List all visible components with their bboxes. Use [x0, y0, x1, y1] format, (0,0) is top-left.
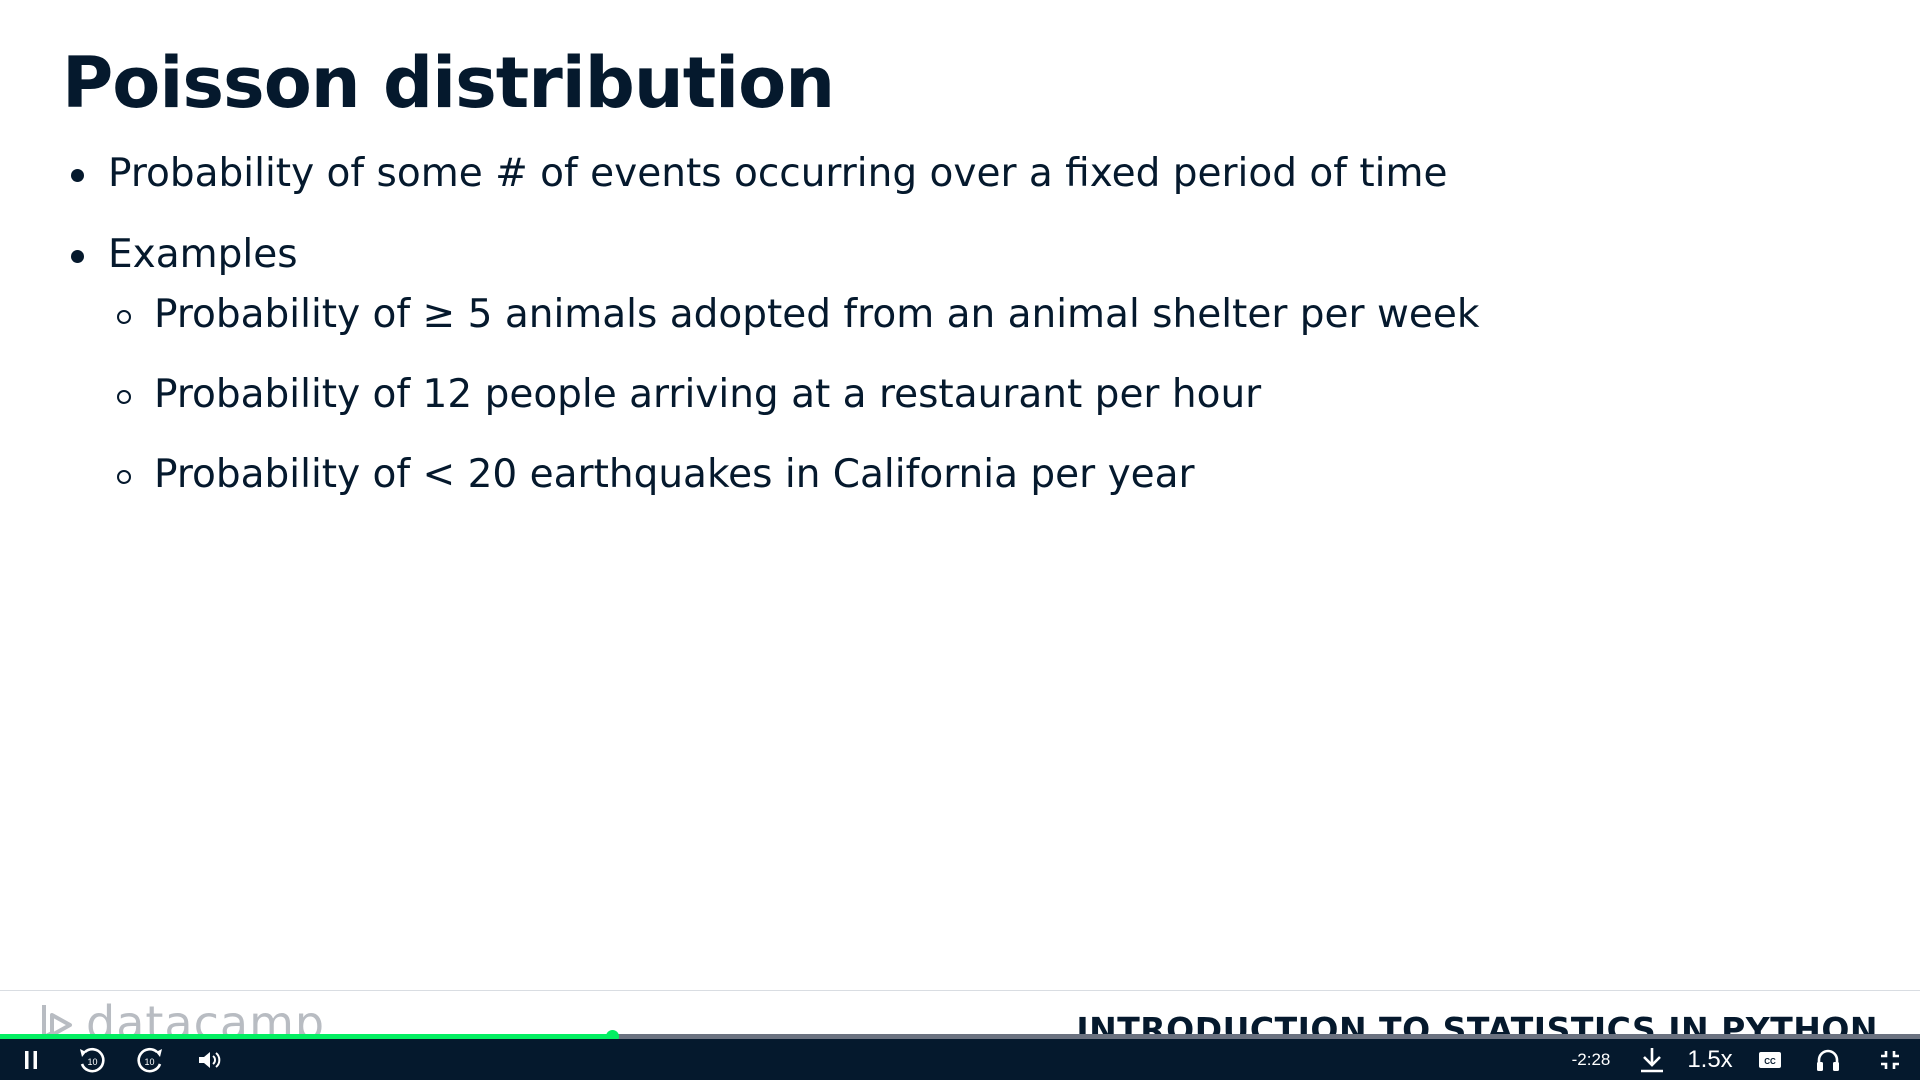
sub-bullet-item: Probability of < 20 earthquakes in Calif… [64, 444, 1479, 506]
captions-button[interactable]: CC [1752, 1039, 1788, 1080]
bullet-text: Examples [108, 232, 298, 277]
datacamp-logo: datacamp [40, 996, 325, 1036]
player-controls: 10 10 -2:28 1.5x CC [0, 1039, 1920, 1080]
time-remaining: -2:28 [1571, 1049, 1611, 1069]
progress-fill [0, 1034, 613, 1039]
course-title: INTRODUCTION TO STATISTICS IN PYTHON [1076, 1010, 1878, 1036]
slide: Poisson distribution Probability of some… [0, 42, 1920, 1036]
pause-button[interactable] [14, 1039, 48, 1080]
audio-only-button[interactable] [1810, 1039, 1846, 1080]
datacamp-logo-icon [42, 1005, 72, 1036]
exit-fullscreen-button[interactable] [1872, 1039, 1908, 1080]
bullet-item: Probability of some # of events occurrin… [62, 143, 1479, 205]
sub-bullet-item: Probability of ≥ 5 animals adopted from … [64, 284, 1479, 346]
rewind-10-icon: 10 [80, 1047, 105, 1072]
svg-text:10: 10 [144, 1057, 154, 1067]
headphones-icon [1817, 1049, 1839, 1071]
exit-fullscreen-icon [1881, 1050, 1899, 1069]
forward-10-button[interactable]: 10 [130, 1039, 170, 1080]
download-button[interactable] [1636, 1039, 1668, 1080]
forward-10-icon: 10 [137, 1047, 162, 1072]
logo-text: datacamp [86, 996, 326, 1036]
playback-speed-button[interactable]: 1.5x [1687, 1045, 1733, 1073]
sub-bullet-item: Probability of 12 people arriving at a r… [64, 364, 1479, 426]
bullet-list: Probability of some # of events occurrin… [62, 143, 1479, 525]
footer-divider [0, 990, 1920, 991]
bullet-text: Probability of some # of events occurrin… [108, 151, 1448, 196]
volume-icon [199, 1051, 221, 1068]
svg-text:CC: CC [1764, 1057, 1776, 1066]
pause-icon [25, 1050, 37, 1069]
volume-button[interactable] [192, 1039, 228, 1080]
captions-icon: CC [1759, 1051, 1781, 1068]
svg-text:10: 10 [87, 1057, 97, 1067]
bullet-item: Examples Probability of ≥ 5 animals adop… [62, 224, 1479, 506]
slide-title: Poisson distribution [62, 42, 835, 124]
download-icon [1641, 1047, 1663, 1072]
sub-bullet-list: Probability of ≥ 5 animals adopted from … [108, 284, 1479, 506]
rewind-10-button[interactable]: 10 [72, 1039, 112, 1080]
